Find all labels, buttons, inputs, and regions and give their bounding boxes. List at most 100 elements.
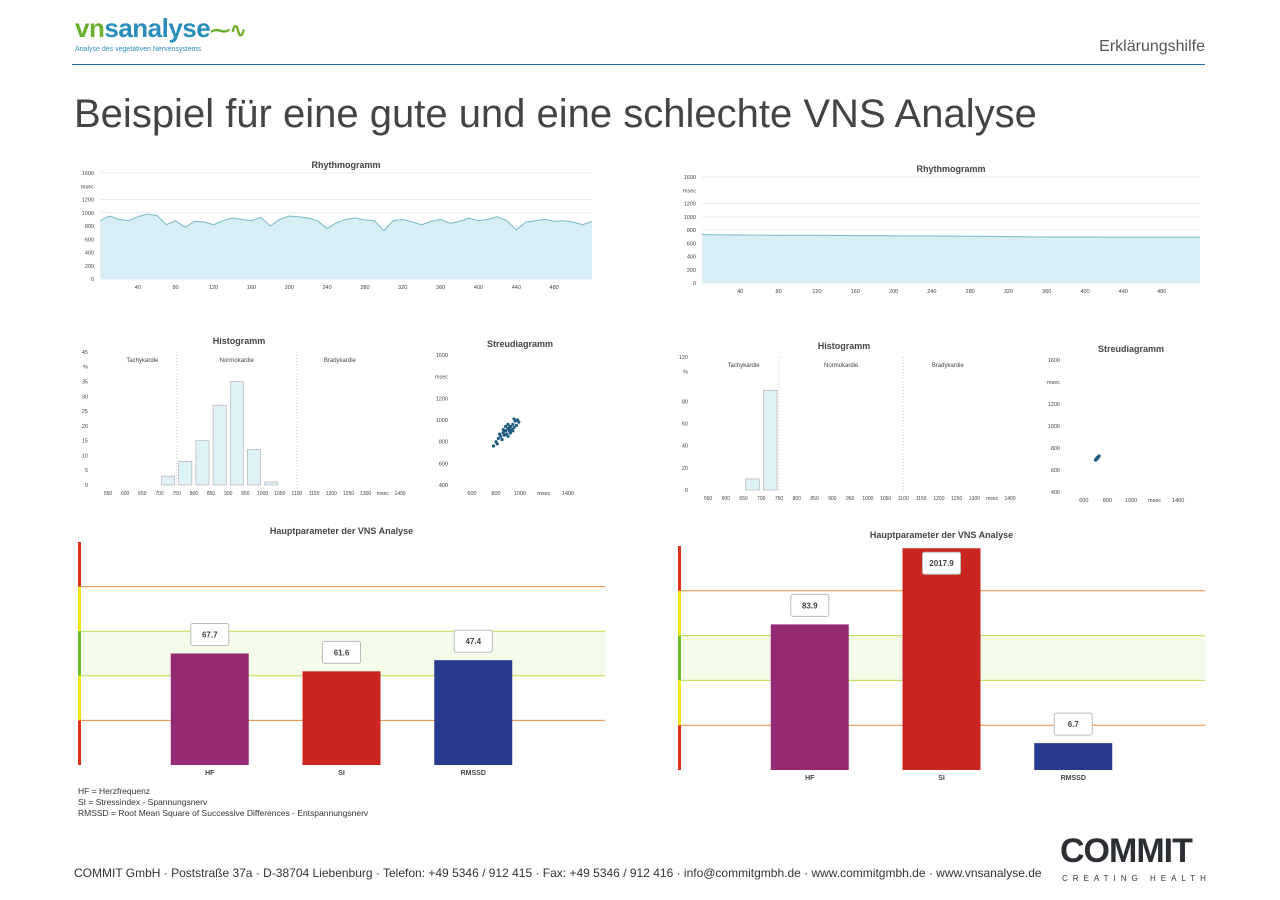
x-tick-label: 1200 xyxy=(933,496,944,502)
x-tick-label: 1000 xyxy=(514,491,526,497)
y-tick-label: 1600 xyxy=(1048,358,1060,364)
zone-indicator xyxy=(678,725,681,770)
scatter-point xyxy=(1096,455,1100,459)
x-tick-label: 1400 xyxy=(394,491,405,497)
histogram-bar xyxy=(161,475,176,486)
x-tick-label: 700 xyxy=(155,491,164,497)
zone-indicator xyxy=(678,680,681,726)
x-tick-label: 950 xyxy=(846,496,855,502)
value-label: 83.9 xyxy=(802,601,818,610)
scatter-point xyxy=(496,436,500,441)
y-tick-label: 200 xyxy=(687,268,696,274)
x-tick-label: 120 xyxy=(812,289,821,295)
y-tick-label: 1600 xyxy=(436,353,448,359)
scatter-point xyxy=(507,425,511,430)
y-tick-label: 10 xyxy=(82,453,88,459)
x-tick-label: 600 xyxy=(467,491,476,497)
x-tick-label: 650 xyxy=(138,491,147,497)
value-label-box xyxy=(922,551,961,575)
y-tick-label: 0 xyxy=(693,281,696,287)
x-tick-label: 160 xyxy=(247,285,256,291)
x-tick-label: msec xyxy=(1148,498,1161,504)
histogram-title: Histogramm xyxy=(818,341,871,351)
region-label: Normokardie xyxy=(220,358,255,364)
scatter-point xyxy=(511,422,515,426)
scatter-point xyxy=(512,425,516,430)
y-tick-label: 60 xyxy=(682,422,688,428)
x-tick-label: 700 xyxy=(757,496,766,502)
abbreviation-legend: HF = Herzfrequenz SI = Stressindex - Spa… xyxy=(78,786,368,819)
category-label: SI xyxy=(938,775,945,782)
x-tick-label: 850 xyxy=(207,491,216,497)
y-tick-label: 400 xyxy=(439,483,448,489)
x-tick-label: 1400 xyxy=(1172,498,1184,504)
legend-si: SI = Stressindex - Spannungsnerv xyxy=(78,797,208,807)
scatter-point xyxy=(511,429,515,433)
x-tick-label: 240 xyxy=(927,289,936,295)
x-tick-label: 600 xyxy=(1079,498,1088,504)
histogram-bar xyxy=(745,478,760,491)
scatter-point xyxy=(504,424,508,429)
zone-indicator xyxy=(678,546,681,591)
histogram-bar xyxy=(762,389,778,491)
parameter-chart-title: Hauptparameter der VNS Analyse xyxy=(870,530,1013,540)
y-axis-unit: % xyxy=(83,365,88,371)
x-tick-label: 440 xyxy=(512,285,521,291)
x-tick-label: 900 xyxy=(828,496,837,502)
x-tick-label: 1100 xyxy=(292,491,303,497)
y-axis-unit: msec xyxy=(435,375,448,381)
x-tick-label: 750 xyxy=(173,491,182,497)
x-tick-label: 800 xyxy=(1103,498,1112,504)
scatter-title: Streudiagramm xyxy=(487,339,553,349)
x-tick-label: 1250 xyxy=(951,496,962,502)
y-tick-label: 1000 xyxy=(1048,424,1060,430)
y-tick-label: 1000 xyxy=(684,215,696,221)
y-tick-label: 80 xyxy=(682,399,688,405)
parameter-chart-title: Hauptparameter der VNS Analyse xyxy=(270,526,413,536)
rhythm-line xyxy=(99,213,593,232)
value-label: 2017.9 xyxy=(929,559,954,568)
y-tick-label: 5 xyxy=(85,468,88,474)
y-tick-label: 1200 xyxy=(436,396,448,402)
y-tick-label: 1600 xyxy=(82,171,94,177)
y-tick-label: 800 xyxy=(85,224,94,230)
y-tick-label: 1200 xyxy=(1048,402,1060,408)
scatter-point xyxy=(508,431,512,435)
scatter-point xyxy=(512,417,516,421)
x-tick-label: 550 xyxy=(704,496,713,502)
legend-hf: HF = Herzfrequenz xyxy=(78,786,151,796)
zone-indicator xyxy=(78,542,81,587)
histogram-bar xyxy=(247,449,261,486)
x-tick-label: 1400 xyxy=(1004,496,1015,502)
y-tick-label: 600 xyxy=(687,241,696,247)
y-tick-label: 1200 xyxy=(82,198,94,204)
category-label: RMSSD xyxy=(1061,775,1086,782)
x-tick-label: 320 xyxy=(398,285,407,291)
y-tick-label: 1600 xyxy=(684,175,696,181)
region-label: Bradykardie xyxy=(932,363,965,369)
bar-hf xyxy=(170,653,249,765)
x-tick-label: 440 xyxy=(1119,289,1128,295)
x-tick-label: 280 xyxy=(360,285,369,291)
section-label: Erklärungshilfe xyxy=(1099,38,1205,55)
bar-rmssd xyxy=(1034,743,1113,770)
x-tick-label: 600 xyxy=(722,496,731,502)
page-title: Beispiel für eine gute und eine schlecht… xyxy=(74,92,1037,136)
y-tick-label: 1200 xyxy=(684,202,696,208)
scatter-point xyxy=(506,434,510,438)
histogram-bar xyxy=(178,461,193,486)
x-tick-label: 400 xyxy=(474,285,483,291)
commit-logo: COMMIT xyxy=(1060,832,1193,870)
x-tick-label: 240 xyxy=(322,285,331,291)
value-label: 6.7 xyxy=(1068,720,1080,729)
y-tick-label: 20 xyxy=(682,466,688,472)
category-label: HF xyxy=(205,770,215,777)
x-tick-label: 900 xyxy=(224,491,233,497)
y-tick-label: 120 xyxy=(679,355,688,361)
scatter-point xyxy=(502,433,506,437)
x-tick-label: 1000 xyxy=(862,496,873,502)
x-tick-label: 950 xyxy=(241,491,250,497)
x-tick-label: 200 xyxy=(889,289,898,295)
vnsanalyse-logo: vnsanalyse⁓∿ Analyse des vegetativen Ner… xyxy=(75,13,246,53)
y-tick-label: 25 xyxy=(82,409,88,415)
